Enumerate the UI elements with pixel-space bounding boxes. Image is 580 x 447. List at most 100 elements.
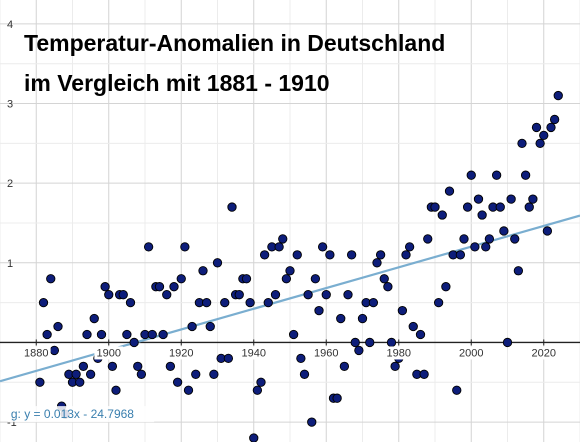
data-point: [491, 170, 502, 180]
data-point: [325, 250, 335, 260]
data-point: [89, 313, 99, 324]
data-point: [397, 305, 408, 316]
data-point: [75, 377, 85, 387]
data-point: [357, 313, 368, 324]
data-point: [281, 274, 292, 284]
x-tick-label-bg: [311, 346, 341, 360]
data-point: [154, 282, 165, 292]
data-point: [517, 138, 527, 149]
y-tick-label: 2: [7, 178, 13, 190]
data-point: [227, 202, 237, 212]
data-point: [129, 337, 139, 348]
data-point: [100, 282, 110, 292]
data-point: [433, 297, 444, 308]
data-point: [259, 250, 270, 260]
data-point: [147, 329, 157, 340]
data-point: [455, 250, 466, 260]
trendline-label-bg: [7, 406, 155, 423]
data-point: [372, 258, 382, 268]
data-point: [531, 122, 542, 133]
x-tick-label-bg: [94, 346, 124, 360]
data-point: [484, 234, 495, 244]
data-point: [85, 369, 96, 379]
data-point: [528, 194, 538, 204]
y-tick-label: 4: [7, 19, 13, 31]
data-point: [481, 242, 491, 252]
data-point: [462, 202, 473, 212]
data-point: [252, 385, 263, 395]
data-point: [274, 242, 284, 252]
data-point: [285, 266, 295, 276]
data-point: [187, 321, 197, 332]
data-point: [270, 290, 281, 300]
x-tick-label: 2020: [532, 347, 556, 359]
data-point: [288, 329, 299, 340]
x-tick-label-bg: [456, 346, 486, 360]
data-point: [38, 297, 49, 308]
x-tick-label-bg: [239, 346, 269, 360]
data-point: [71, 369, 81, 379]
data-point: [379, 274, 389, 284]
data-point: [35, 377, 45, 387]
x-tick-label: 1960: [314, 347, 338, 359]
data-point: [520, 170, 531, 180]
data-point: [539, 130, 549, 141]
x-tick-label-bg: [21, 346, 51, 360]
data-point: [510, 234, 520, 244]
data-point: [495, 202, 505, 212]
data-point: [212, 258, 223, 268]
data-point: [107, 361, 118, 371]
data-point: [46, 274, 56, 284]
data-point: [158, 329, 168, 340]
data-point: [535, 138, 545, 149]
data-point: [437, 210, 447, 220]
x-tick-label: 1940: [242, 347, 266, 359]
data-point: [452, 385, 462, 395]
data-point: [346, 250, 357, 260]
data-point: [169, 282, 179, 292]
data-point: [343, 290, 353, 300]
data-point: [136, 369, 147, 379]
data-point: [401, 250, 411, 260]
data-point: [383, 282, 393, 292]
data-point: [336, 313, 346, 324]
data-point: [390, 361, 400, 371]
data-point: [241, 274, 252, 284]
data-point: [415, 329, 426, 340]
data-point: [303, 290, 313, 300]
data-point: [299, 369, 310, 379]
data-point: [111, 385, 121, 395]
data-point: [546, 122, 556, 133]
data-point: [278, 234, 288, 244]
data-point: [143, 242, 154, 252]
data-point: [133, 361, 143, 371]
data-point: [354, 345, 364, 356]
x-tick-label: 1880: [24, 347, 48, 359]
data-point: [82, 329, 92, 340]
axes: [0, 339, 580, 346]
data-point: [125, 297, 136, 308]
data-point: [245, 297, 255, 308]
data-point: [408, 321, 418, 332]
data-point: [499, 226, 509, 236]
data-point: [321, 290, 331, 300]
data-point: [310, 274, 321, 284]
data-point: [404, 242, 415, 252]
data-point: [542, 226, 553, 236]
data-point: [430, 202, 440, 212]
data-point: [549, 114, 560, 125]
data-point: [42, 329, 52, 340]
data-point: [201, 297, 212, 308]
data-point: [49, 345, 60, 356]
data-point: [263, 297, 273, 308]
data-point: [506, 194, 516, 204]
x-tick-label: 1920: [169, 347, 193, 359]
data-point: [198, 266, 208, 276]
data-point: [78, 361, 89, 371]
data-point: [375, 250, 386, 260]
data-point: [441, 282, 451, 292]
data-point: [365, 337, 375, 348]
data-point: [339, 361, 350, 371]
